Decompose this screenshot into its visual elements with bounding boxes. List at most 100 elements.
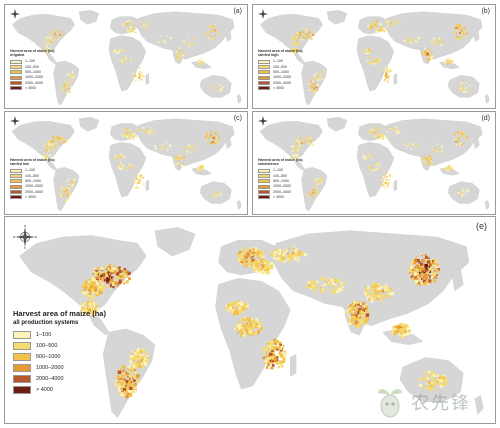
legend-title: Harvest area of maize (ha) (10, 49, 55, 53)
compass-s: S (24, 246, 26, 249)
legend-label: 2000–4000 (25, 189, 43, 194)
legend-swatch (258, 195, 270, 200)
legend-subtitle: rainfed low (10, 162, 29, 167)
legend-swatch (13, 385, 31, 394)
compass-rose-icon (10, 116, 20, 126)
legend-swatch (10, 86, 22, 91)
compass-w: W (13, 235, 15, 239)
legend-swatch (258, 189, 270, 194)
compass-n: N (24, 225, 26, 228)
map-panel-d: (d) Harvest area of maize (ha) subsisten… (252, 111, 496, 215)
legend-item: 2000–4000 (13, 373, 106, 384)
legend-swatch (258, 168, 270, 173)
legend-label: 1–100 (25, 59, 35, 64)
legend-subtitle: rainfed high (258, 53, 279, 58)
map-panel-e: (e) N S W E Harvest area of maize (ha) a… (4, 216, 496, 424)
legend-item: 1000–2000 (13, 362, 106, 373)
legend-item: 1–100 (258, 59, 303, 64)
world-map-d (259, 117, 490, 212)
legend-label: > 4000 (25, 194, 37, 199)
map-panel-a: (a) Harvest area of maize (ha) irrigated… (4, 4, 248, 109)
legend-label: 1–100 (273, 59, 283, 64)
legend-item: 1–100 (258, 168, 303, 173)
legend-item: 100–500 (258, 173, 303, 178)
legend-swatch (10, 195, 22, 200)
compass-rose-icon (10, 9, 20, 19)
legend-item: 1–100 (10, 59, 55, 64)
legend-swatch (10, 80, 22, 85)
sprout-logo-icon (378, 389, 402, 418)
legend-swatch (258, 70, 270, 75)
legend-item: 500–1000 (13, 351, 106, 362)
panel-label: (c) (233, 115, 242, 122)
panel-label: (b) (481, 8, 490, 15)
legend-swatch (10, 179, 22, 184)
panel-label: (e) (476, 221, 487, 231)
legend-swatch (13, 352, 31, 361)
panel-label: (a) (233, 8, 242, 15)
legend-item: 2000–4000 (258, 80, 303, 85)
legend-swatch (258, 179, 270, 184)
legend-item: > 4000 (258, 85, 303, 91)
legend-label: 1000–2000 (273, 75, 291, 80)
legend-item: 100–500 (10, 64, 55, 69)
legend-title: Harvest area of maize (ha) (258, 49, 303, 53)
legend-label: 2000–4000 (273, 189, 291, 194)
legend-swatch (10, 59, 22, 64)
legend-title: Harvest area of maize (ha) (258, 158, 303, 162)
legend-swatch (13, 374, 31, 383)
legend-item: 1000–2000 (258, 184, 303, 189)
legend-item: 500–1000 (258, 70, 303, 75)
legend-item: 2000–4000 (258, 189, 303, 194)
legend-swatch (10, 184, 22, 189)
legend-label: 1000–2000 (36, 364, 64, 371)
map-panel-b: (b) Harvest area of maize (ha) rainfed h… (252, 4, 496, 109)
legend-label: 100–500 (36, 342, 58, 349)
legend-item: > 4000 (258, 194, 303, 200)
legend-label: 500–1000 (25, 69, 41, 74)
legend-label: > 4000 (273, 85, 285, 90)
legend-item: 100–500 (13, 340, 106, 351)
legend: Harvest area of maize (ha) rainfed low 1… (10, 158, 55, 200)
legend-item: 100–500 (10, 173, 55, 178)
legend-swatch (13, 363, 31, 372)
legend-swatch (13, 330, 31, 339)
legend-swatch (258, 75, 270, 80)
world-map-c (11, 117, 242, 212)
legend-label: 2000–4000 (25, 80, 43, 85)
legend-swatch (258, 184, 270, 189)
legend-swatch (258, 86, 270, 91)
legend-item: > 4000 (10, 85, 55, 91)
world-map-b (259, 10, 490, 106)
legend-item: 100–500 (258, 64, 303, 69)
legend-swatch (10, 173, 22, 178)
legend: Harvest area of maize (ha) irrigated 1–1… (10, 49, 55, 91)
legend-label: 100–500 (25, 64, 39, 69)
legend: Harvest area of maize (ha) rainfed high … (258, 49, 303, 91)
legend-label: 500–1000 (273, 69, 289, 74)
legend-swatch (258, 64, 270, 69)
legend: Harvest area of maize (ha) subsistence 1… (258, 158, 303, 200)
legend-label: 1000–2000 (25, 184, 43, 189)
legend-item: 500–1000 (10, 70, 55, 75)
legend: Harvest area of maize (ha) all productio… (13, 309, 106, 395)
legend-item: 1000–2000 (10, 184, 55, 189)
legend-label: 1–100 (25, 168, 35, 173)
legend-label: 100–500 (25, 173, 39, 178)
legend-item: 2000–4000 (10, 80, 55, 85)
legend-swatch (258, 80, 270, 85)
legend-label: > 4000 (273, 194, 285, 199)
legend-item: 500–1000 (258, 179, 303, 184)
compass-rose-icon (258, 116, 268, 126)
legend-subtitle: irrigated (10, 53, 25, 58)
legend-item: > 4000 (13, 384, 106, 395)
compass-e: E (35, 235, 37, 239)
compass-rose-icon: N S W E (13, 225, 37, 249)
legend-label: 1000–2000 (25, 75, 43, 80)
legend-label: 2000–4000 (36, 375, 64, 382)
legend-swatch (258, 59, 270, 64)
legend-label: 2000–4000 (273, 80, 291, 85)
legend-item: 1000–2000 (10, 75, 55, 80)
legend-subtitle: subsistence (258, 162, 279, 167)
legend-swatch (10, 70, 22, 75)
